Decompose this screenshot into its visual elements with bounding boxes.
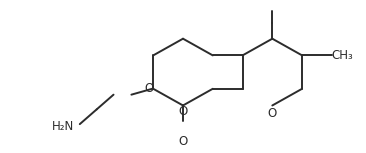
Text: H₂N: H₂N <box>52 120 74 133</box>
Text: O: O <box>178 105 188 118</box>
Text: O: O <box>268 107 277 120</box>
Text: CH₃: CH₃ <box>332 49 354 62</box>
Text: O: O <box>178 135 188 148</box>
Text: O: O <box>144 82 153 95</box>
